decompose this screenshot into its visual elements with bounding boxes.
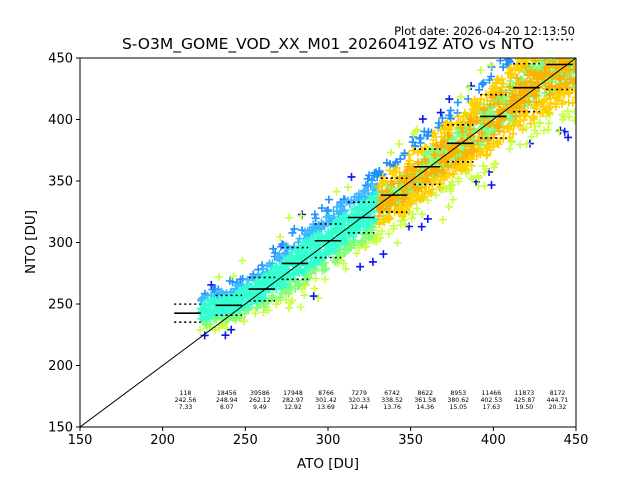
x-tick-label: 250	[233, 433, 258, 448]
bin-mean-label: 248.94	[216, 397, 238, 404]
scatter-series-1	[200, 58, 519, 298]
x-tick-label: 400	[481, 433, 506, 448]
y-tick-label: 400	[48, 113, 73, 128]
bin-std-label: 7.33	[179, 404, 193, 411]
bin-std-label: 12.44	[350, 404, 368, 411]
reference-line	[80, 58, 576, 427]
bin-count-label: 8622	[417, 390, 433, 397]
bin-mean-label: 380.62	[447, 397, 469, 404]
bin-mean-label: 242.56	[175, 397, 197, 404]
bin-mean-label: 361.58	[414, 397, 436, 404]
bin-mean-label: 301.42	[315, 397, 337, 404]
bin-std-label: 9.49	[253, 404, 267, 411]
y-tick-label: 300	[48, 236, 73, 251]
y-tick-label: 250	[48, 298, 73, 313]
x-axis: 150 200 250 300 350 400 450	[68, 427, 589, 448]
bin-std-label: 12.92	[284, 404, 302, 411]
bin-std-label: 13.76	[383, 404, 401, 411]
y-tick-label: 200	[48, 359, 73, 374]
plot-date: Plot date: 2026-04-20 12:13:50	[394, 24, 575, 38]
x-tick-label: 200	[150, 433, 175, 448]
x-tick-label: 450	[564, 433, 589, 448]
bin-mean-label: 320.33	[348, 397, 370, 404]
one-to-one-line	[80, 58, 576, 427]
bin-std-label: 13.69	[317, 404, 335, 411]
bin-std-label: 14.36	[416, 404, 434, 411]
scatter-series-0	[200, 82, 573, 340]
bin-std-label: 15.05	[449, 404, 467, 411]
bin-count-label: 8953	[450, 390, 466, 397]
x-tick-label: 350	[398, 433, 423, 448]
y-tick-label: 150	[48, 421, 73, 436]
bin-count-label: 8172	[550, 390, 566, 397]
scatter-series-5	[196, 61, 576, 334]
y-tick-label: 350	[48, 175, 73, 190]
bin-mean-label: 444.71	[547, 397, 569, 404]
bin-count-label: 7279	[351, 390, 367, 397]
bin-count-label: 18456	[217, 390, 237, 397]
x-axis-label: ATO [DU]	[297, 456, 359, 472]
y-axis-label: NTO [DU]	[23, 210, 39, 274]
x-tick-label: 300	[316, 433, 341, 448]
bin-mean-label: 338.52	[381, 397, 403, 404]
chart-title: S-O3M_GOME_VOD_XX_M01_20260419Z ATO vs N…	[122, 35, 534, 54]
bin-count-label: 11466	[481, 390, 501, 397]
bin-mean-label: 282.97	[282, 397, 304, 404]
y-tick-label: 450	[48, 52, 73, 67]
y-axis: 150 200 250 300 350 400 450	[48, 52, 80, 436]
bin-std-label: 20.32	[549, 404, 567, 411]
bin-std-label: 19.50	[516, 404, 534, 411]
bin-count-label: 118	[180, 390, 192, 397]
bin-std-label: 8.07	[220, 404, 234, 411]
bin-count-label: 17948	[283, 390, 303, 397]
bin-std-label: 17.63	[482, 404, 500, 411]
bin-count-label: 11873	[515, 390, 535, 397]
x-tick-label: 150	[68, 433, 93, 448]
bin-count-label: 6742	[384, 390, 400, 397]
scatter-series-6	[374, 58, 576, 229]
bin-count-label: 8766	[318, 390, 334, 397]
bin-count-label: 39586	[250, 390, 270, 397]
bin-mean-label: 425.87	[514, 397, 536, 404]
bin-mean-label: 402.53	[481, 397, 503, 404]
bin-mean-label: 262.12	[249, 397, 271, 404]
